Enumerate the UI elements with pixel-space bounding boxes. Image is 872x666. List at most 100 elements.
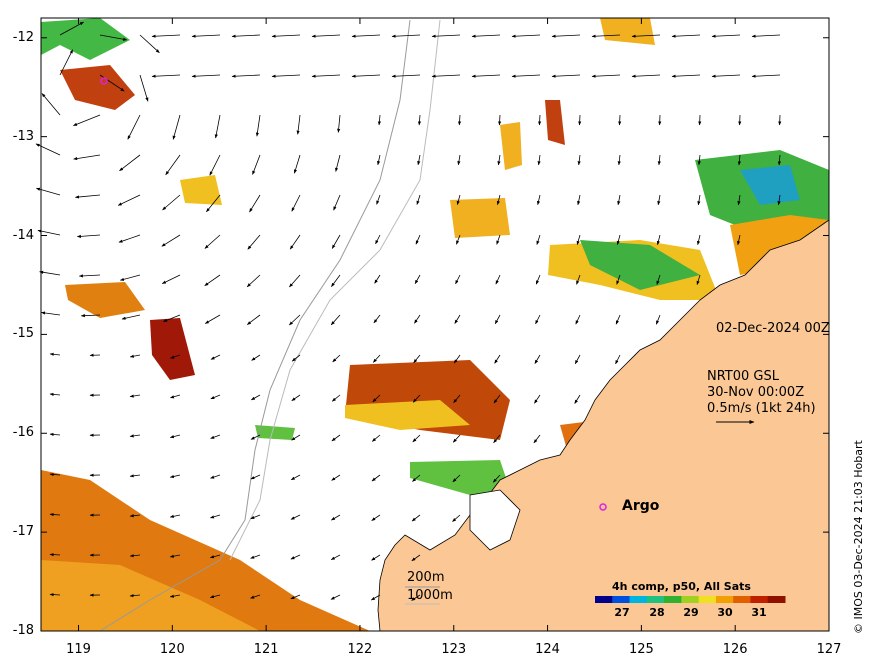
sst-patch [740,165,800,205]
sst-patch [65,282,145,318]
current-vector [711,74,741,78]
current-vector [296,114,301,135]
current-vector [496,234,501,245]
current-vector [616,274,621,285]
current-vector [456,234,461,245]
current-vector [351,34,381,38]
current-vector [495,274,501,285]
current-vector [493,434,501,444]
current-vector [498,114,502,126]
current-vector [247,234,261,250]
map-frame [40,17,830,632]
current-vector [129,594,141,598]
contour-1000m-label: 1000m [407,588,453,603]
current-vector [117,194,141,206]
current-vector [617,194,621,206]
current-vector [59,21,84,36]
sea-inlet [469,489,521,551]
current-vector [204,274,221,287]
current-vector [452,514,461,522]
current-vector [416,194,421,205]
current-vector [49,352,61,356]
lat-tick-label: -18 [12,623,34,638]
current-vector [75,194,101,199]
current-vector [536,194,541,206]
current-vector [210,434,221,439]
lon-tick-label: 126 [722,642,748,657]
current-vector [411,554,421,562]
argo-label: Argo [622,498,660,514]
colorbar-segment [629,596,648,603]
current-vector [73,114,101,126]
current-vector [414,314,421,324]
current-vector [290,554,301,560]
colorbar-tick-label: 31 [751,606,767,619]
current-vector [737,234,741,246]
current-vector [209,594,221,599]
current-vector [271,74,301,78]
sst-patch [60,65,135,110]
current-vector [170,394,181,399]
current-vector [412,394,421,403]
colorbar-tick-label: 30 [717,606,733,619]
colorbar-segment [612,596,631,603]
contour-legend: 200m 1000m [407,569,453,605]
current-vector [251,354,261,361]
current-vector [533,434,541,444]
current-vector [162,194,181,211]
current-vector [250,514,261,520]
lon-tick-label: 121 [253,642,279,657]
current-vector [129,394,141,398]
lon-tick-label: 120 [159,642,185,657]
colorbar-segment [767,596,786,603]
current-vector [78,274,101,278]
current-vector [165,154,181,176]
contour-1000m [229,19,441,561]
current-vector [453,394,461,404]
current-vector [249,194,261,213]
current-vector [696,274,701,285]
current-vector [163,314,181,322]
current-vector [751,34,781,38]
current-vector [351,74,381,78]
lat-tick-label: -13 [12,128,34,144]
current-vector [311,74,341,78]
current-vector [41,311,61,316]
current-vector [655,314,661,325]
current-vector [551,34,581,38]
current-vector [751,74,781,78]
current-vector [331,274,341,287]
current-vector [534,394,541,404]
current-vector [49,553,61,557]
current-vector [331,394,341,402]
current-vector [49,472,61,477]
sst-patch [730,215,829,275]
current-vector [697,194,701,206]
current-vector [372,394,381,403]
sst-patch [545,100,565,145]
current-vector [456,194,461,205]
current-vector [391,34,421,38]
current-vector [535,314,541,325]
lon-tick-label: 124 [535,642,560,657]
current-vector [291,354,301,362]
current-vector [371,474,381,482]
sst-patch [410,460,510,495]
lat-tick-label: -14 [12,227,34,243]
current-vector [656,234,661,246]
current-vector [577,154,581,166]
current-vector [161,274,181,284]
current-vector [129,554,141,558]
current-vector [373,314,381,324]
current-vector [332,354,341,363]
current-vector [777,194,781,206]
credit-label: © IMOS 03-Dec-2024 21:03 Hobart [852,440,865,634]
current-vector [169,514,181,518]
current-vector [331,474,341,481]
current-vector [656,274,661,285]
current-vector [455,274,461,285]
current-vector [169,554,181,558]
current-vector [538,114,542,126]
current-vector [452,474,461,483]
